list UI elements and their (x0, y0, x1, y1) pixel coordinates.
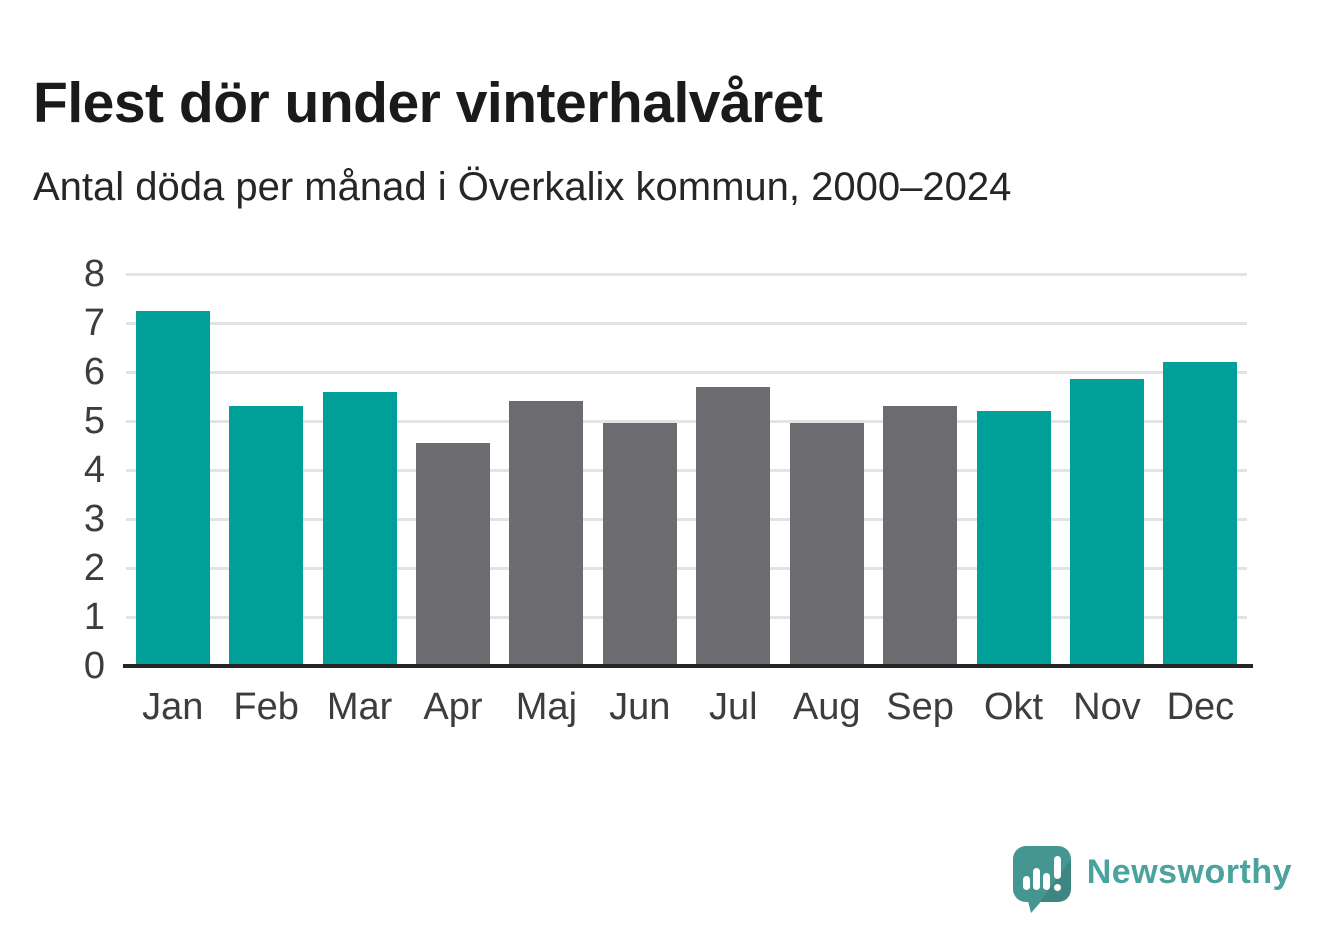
bar-slot-aug (780, 274, 873, 666)
bar-series (126, 274, 1247, 666)
bar-slot-feb (219, 274, 312, 666)
bar-dec (1163, 362, 1238, 666)
x-axis-label-maj: Maj (515, 686, 578, 728)
bar-slot-dec (1154, 274, 1247, 666)
gridline-2 (126, 566, 1247, 570)
bar-apr (415, 443, 490, 666)
x-axis-label-feb: Feb (233, 686, 299, 728)
bar-nov (1069, 379, 1144, 666)
bar-aug (789, 423, 864, 666)
bar-slot-maj (500, 274, 593, 666)
newsworthy-logo-text: Newsworthy (1086, 853, 1292, 891)
y-axis-label-3: 3 (83, 498, 105, 540)
x-axis-label-nov: Nov (1073, 686, 1141, 728)
gridline-4 (126, 468, 1247, 472)
bar-maj (509, 401, 584, 666)
bar-jul (696, 386, 771, 666)
x-axis-label-aug: Aug (792, 686, 861, 728)
x-axis-labels: Jan Feb Mar Apr Maj Jun Jul Aug Sep Okt Nov Dec (126, 686, 1247, 730)
bar-feb (229, 406, 304, 666)
bar-mar (322, 391, 397, 666)
x-axis-label-apr: Apr (423, 686, 483, 728)
bar-jun (602, 423, 677, 666)
x-axis-label-jun: Jun (609, 686, 671, 728)
newsworthy-logo: Newsworthy (1012, 845, 1292, 913)
bar-jan (135, 310, 210, 666)
gridline-3 (126, 517, 1247, 521)
bar-slot-jan (126, 274, 219, 666)
x-axis-label-okt: Okt (983, 686, 1044, 728)
gridline-7 (126, 321, 1247, 325)
bar-slot-jun (593, 274, 686, 666)
x-axis-line (123, 664, 1253, 668)
bar-slot-okt (967, 274, 1060, 666)
bar-slot-nov (1060, 274, 1153, 666)
y-axis-label-5: 5 (83, 400, 105, 442)
chart-title: Flest dör under vinterhalvåret (33, 71, 823, 136)
x-axis-label-sep: Sep (886, 686, 954, 728)
bar-slot-apr (406, 274, 499, 666)
newsworthy-logo-icon (1012, 846, 1071, 913)
y-axis-label-4: 4 (83, 449, 105, 491)
y-axis-label-7: 7 (83, 302, 105, 344)
bar-chart-plot-area: 0 1 2 3 4 5 6 7 8 (84, 255, 1247, 685)
y-axis-label-1: 1 (83, 596, 105, 638)
bar-slot-jul (687, 274, 780, 666)
y-axis-label-8: 8 (83, 253, 105, 295)
bar-sep (883, 406, 958, 666)
x-axis-label-mar: Mar (326, 686, 393, 728)
chart-subtitle: Antal döda per månad i Överkalix kommun,… (33, 165, 1012, 209)
y-axis-label-6: 6 (83, 351, 105, 393)
y-axis-label-0: 0 (83, 645, 105, 687)
gridline-1 (126, 615, 1247, 619)
x-axis-label-jan: Jan (142, 686, 204, 728)
bar-okt (976, 411, 1051, 666)
bar-slot-sep (873, 274, 966, 666)
gridline-6 (126, 370, 1247, 374)
gridline-5 (126, 419, 1247, 423)
gridline-8 (126, 272, 1247, 276)
y-axis-label-2: 2 (83, 547, 105, 589)
bar-slot-mar (313, 274, 406, 666)
x-axis-label-dec: Dec (1166, 686, 1235, 728)
x-axis-label-jul: Jul (708, 686, 758, 728)
